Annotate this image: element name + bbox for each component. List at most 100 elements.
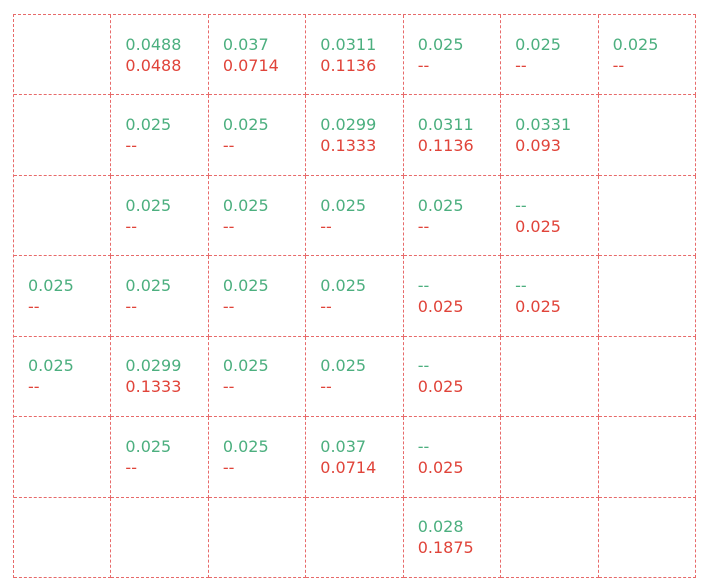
cell-top-value: -- — [515, 275, 527, 295]
cell-values: 0.025 -- — [418, 34, 464, 76]
cell-values: 0.025 -- — [28, 275, 74, 317]
cell-values: 0.025 -- — [125, 195, 171, 237]
cell-bottom-value: 0.0714 — [222, 55, 279, 75]
grid-cell — [598, 497, 696, 578]
grid-cell: 0.037 0.0714 — [306, 417, 404, 498]
cell-values: 0.037 0.0714 — [223, 34, 279, 76]
grid-cell: 0.025 -- — [208, 175, 307, 257]
cell-top-value: 0.028 — [417, 517, 464, 537]
cell-values: 0.025 -- — [223, 114, 269, 156]
cell-bottom-value: -- — [320, 377, 332, 397]
cell-bottom-value: 0.1333 — [125, 377, 182, 397]
grid-cell: 0.025 -- — [501, 15, 599, 96]
cell-values: 0.025 -- — [125, 275, 171, 317]
cell-bottom-value: -- — [125, 457, 137, 477]
cell-top-value: 0.0311 — [320, 34, 377, 54]
grid-cell: 0.025 -- — [111, 175, 209, 257]
grid-cell: 0.0488 0.0488 — [111, 15, 209, 96]
cell-bottom-value: 0.0714 — [320, 457, 377, 477]
cell-top-value: 0.0331 — [515, 115, 572, 135]
grid-cell: 0.025 -- — [111, 256, 209, 337]
cell-values: -- 0.025 — [515, 195, 561, 237]
cell-bottom-value: 0.093 — [515, 136, 561, 156]
grid-cell — [598, 336, 696, 418]
cell-values: 0.025 -- — [125, 436, 171, 478]
cell-values: -- 0.025 — [418, 436, 464, 478]
cell-values: 0.0311 0.1136 — [320, 34, 376, 76]
cell-bottom-value: -- — [222, 296, 235, 316]
cell-top-value: 0.025 — [125, 436, 172, 456]
grid-cell — [501, 336, 599, 418]
cell-bottom-value: -- — [125, 136, 137, 156]
cell-bottom-value: -- — [612, 55, 625, 75]
cell-top-value: 0.025 — [125, 275, 172, 295]
grid-cell: -- 0.025 — [403, 336, 502, 418]
grid-cell: 0.025 -- — [111, 417, 209, 498]
cell-bottom-value: -- — [417, 216, 430, 236]
grid-cell: 0.037 0.0714 — [208, 15, 307, 96]
grid-cell: 0.025 -- — [306, 256, 404, 337]
grid-cell: 0.028 0.1875 — [403, 497, 502, 578]
cell-bottom-value: -- — [125, 296, 137, 316]
grid-cell: 0.025 -- — [208, 95, 307, 176]
cell-top-value: -- — [417, 356, 430, 376]
cell-values: 0.028 0.1875 — [418, 516, 474, 558]
cell-top-value: 0.0488 — [125, 34, 182, 54]
grid-cell: 0.0331 0.093 — [501, 95, 599, 176]
cell-top-value: -- — [515, 195, 527, 215]
cell-values: 0.0299 0.1333 — [320, 114, 376, 156]
grid-cell — [501, 417, 599, 498]
grid-cell — [14, 175, 112, 257]
grid-cell: 0.025 -- — [111, 95, 209, 176]
cell-bottom-value: -- — [222, 136, 235, 156]
value-grid: 0.0488 0.0488 0.037 0.0714 0.0311 0.1136 0.025… — [13, 14, 696, 578]
cell-top-value: 0.037 — [222, 34, 269, 54]
grid-cell — [208, 497, 307, 578]
grid-cell — [501, 497, 599, 578]
grid-cell — [306, 497, 404, 578]
grid-cell — [14, 497, 112, 578]
cell-values: 0.025 -- — [418, 195, 464, 237]
cell-bottom-value: 0.0488 — [125, 55, 182, 75]
grid-cell: 0.025 -- — [403, 175, 502, 257]
grid-cell: 0.025 -- — [403, 15, 502, 96]
grid-cell: 0.0299 0.1333 — [306, 95, 404, 176]
cell-bottom-value: 0.025 — [417, 457, 464, 477]
cell-top-value: 0.0299 — [320, 115, 377, 135]
grid-cell: 0.025 -- — [598, 15, 696, 96]
cell-values: 0.025 -- — [320, 275, 366, 317]
cell-bottom-value: -- — [320, 216, 332, 236]
cell-values: 0.025 -- — [223, 355, 269, 397]
cell-top-value: 0.025 — [222, 275, 269, 295]
grid-cell: 0.025 -- — [208, 256, 307, 337]
cell-top-value: 0.025 — [320, 356, 367, 376]
grid-cell: -- 0.025 — [501, 175, 599, 257]
cell-bottom-value: -- — [417, 55, 430, 75]
cell-top-value: 0.025 — [125, 195, 172, 215]
grid-cell: 0.025 -- — [306, 336, 404, 418]
cell-top-value: -- — [417, 275, 430, 295]
cell-top-value: 0.025 — [320, 275, 367, 295]
grid-cell: -- 0.025 — [403, 417, 502, 498]
grid-cell — [598, 95, 696, 176]
cell-bottom-value: -- — [222, 216, 235, 236]
cell-values: -- 0.025 — [418, 275, 464, 317]
cell-bottom-value: -- — [28, 377, 40, 397]
grid-cell — [14, 95, 112, 176]
cell-values: 0.025 -- — [320, 355, 366, 397]
cell-values: 0.025 -- — [613, 34, 659, 76]
cell-values: 0.0311 0.1136 — [418, 114, 474, 156]
cell-top-value: 0.025 — [320, 195, 367, 215]
cell-values: 0.025 -- — [223, 195, 269, 237]
cell-bottom-value: -- — [125, 216, 137, 236]
cell-values: 0.037 0.0714 — [320, 436, 376, 478]
cell-values: 0.025 -- — [28, 355, 74, 397]
cell-top-value: 0.025 — [417, 195, 464, 215]
cell-top-value: 0.025 — [515, 34, 561, 54]
cell-values: 0.025 -- — [125, 114, 171, 156]
cell-values: 0.0331 0.093 — [515, 114, 571, 156]
cell-bottom-value: 0.1333 — [320, 136, 377, 156]
cell-top-value: -- — [417, 436, 430, 456]
grid-cell — [111, 497, 209, 578]
cell-top-value: 0.025 — [28, 275, 74, 295]
